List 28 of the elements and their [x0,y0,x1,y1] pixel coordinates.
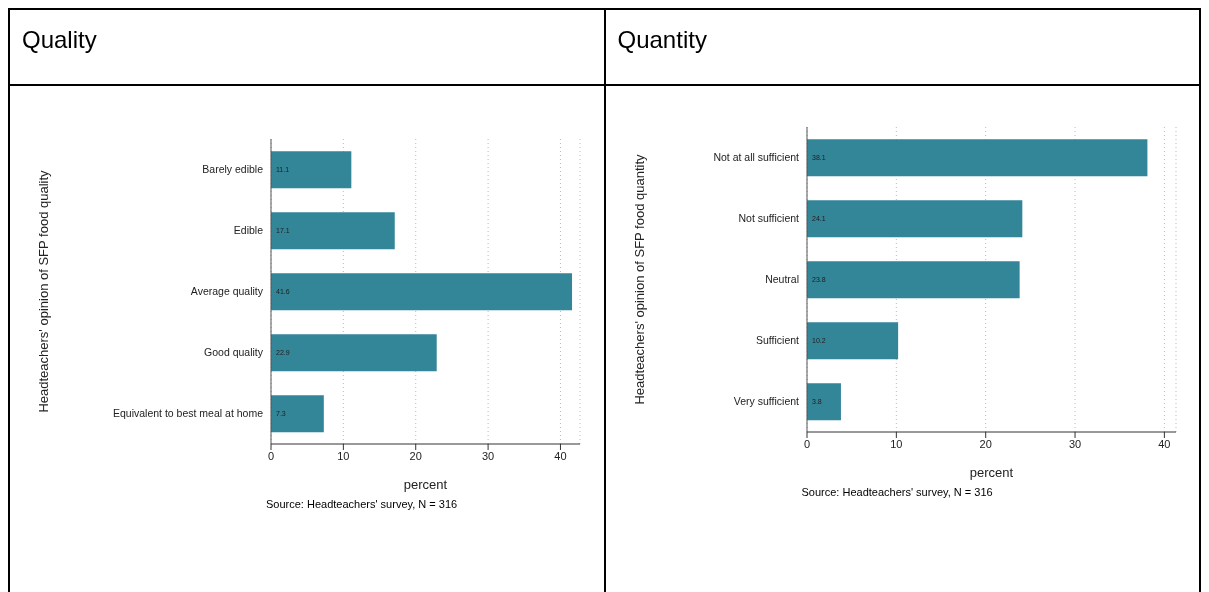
x-tick-label: 30 [1068,437,1081,450]
x-tick-label: 0 [803,437,810,450]
y-tick-label: Neutral [764,273,799,286]
x-tick-label: 10 [889,437,902,450]
x-tick-label: 20 [409,449,422,462]
x-axis-title: percent [403,477,448,492]
y-axis-title: Headteachers' opinion of SFP food quantity [631,153,647,405]
x-tick-label: 40 [1157,437,1171,450]
x-axis-title: percent [969,465,1014,480]
text: Quality [10,10,604,86]
y-tick-label: Not at all sufficient [712,151,799,164]
y-tick-label: Edible [233,224,264,237]
y-tick-label: Average quality [190,285,264,298]
y-tick-label: Sufficient [755,334,799,347]
y-tick-label: Equivalent to best meal at home [112,407,264,420]
y-tick-label: Not sufficient [737,212,799,225]
x-tick-label: 30 [481,449,495,462]
source-note: Source: Headteachers' survey, N = 316 [801,486,994,498]
x-tick-label: 20 [979,437,992,450]
y-tick-label: Very sufficient [733,395,799,408]
chart-title: Quantity [605,10,1199,86]
y-axis-title: Headteachers' opinion of SFP food quality [35,169,51,413]
source-note: Source: Headteachers' survey, N = 316 [266,498,459,510]
x-tick-label: 0 [267,449,275,462]
x-tick-label: 10 [337,449,350,462]
x-tick-label: 40 [554,449,567,462]
y-tick-label: Barely edible [202,163,264,176]
y-tick-label: Good quality [204,346,264,359]
